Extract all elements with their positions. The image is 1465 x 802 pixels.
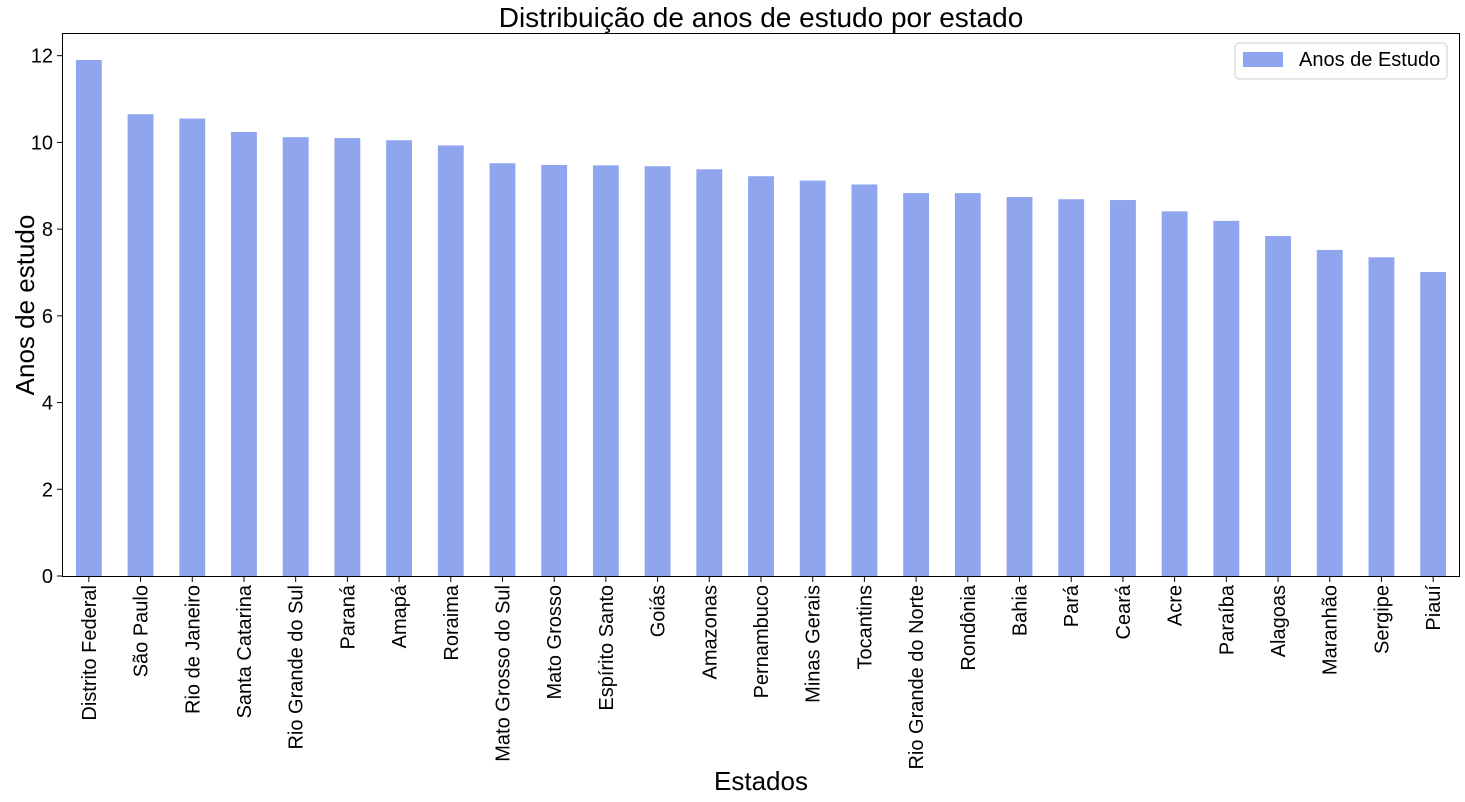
x-tick-label: Paraíba xyxy=(1216,584,1238,655)
x-tick-label: Rio de Janeiro xyxy=(182,585,204,714)
x-tick-label: Roraima xyxy=(441,584,463,660)
y-axis-title: Anos de estudo xyxy=(10,215,40,396)
x-tick-label: Pará xyxy=(1061,584,1083,627)
bar xyxy=(1058,199,1085,576)
bar xyxy=(75,60,102,577)
y-tick-label: 12 xyxy=(31,46,53,68)
x-tick-label: Piauí xyxy=(1423,585,1445,631)
bar xyxy=(541,164,568,576)
bar xyxy=(799,180,826,576)
bar xyxy=(1265,236,1291,576)
bar xyxy=(954,193,981,576)
y-tick-label: 6 xyxy=(42,306,53,328)
x-tick-label: Goiás xyxy=(648,585,670,637)
y-tick-label: 4 xyxy=(42,393,53,415)
x-tick-label: Sergipe xyxy=(1371,585,1393,654)
bar xyxy=(489,163,516,576)
bar xyxy=(1316,249,1343,576)
bar xyxy=(1110,200,1136,577)
chart-title: Distribuição de anos de estudo por estad… xyxy=(499,2,1024,33)
x-tick-label: Distrito Federal xyxy=(79,585,101,721)
bar xyxy=(127,114,154,576)
x-tick-label: Paraná xyxy=(337,584,359,649)
x-tick-label: Alagoas xyxy=(1268,585,1290,657)
bar xyxy=(903,193,930,576)
y-tick-label: 2 xyxy=(42,479,53,501)
x-tick-label: Rio Grande do Sul xyxy=(286,585,308,750)
y-tick-label: 0 xyxy=(42,566,53,588)
x-tick-label: Pernambuco xyxy=(751,585,773,698)
bar xyxy=(851,184,878,576)
x-tick-label: Amazonas xyxy=(699,585,721,680)
x-tick-label: Espírito Santo xyxy=(596,585,618,711)
legend: Anos de Estudo xyxy=(1234,42,1448,80)
bar xyxy=(334,138,361,576)
bar xyxy=(282,137,309,577)
y-tick-label: 10 xyxy=(31,132,53,154)
x-tick-label: Mato Grosso xyxy=(544,585,566,699)
y-tick-label: 8 xyxy=(42,219,53,241)
x-tick-label: Rondônia xyxy=(958,584,980,671)
bar xyxy=(592,165,619,576)
bar xyxy=(696,169,723,576)
x-axis-title: Estados xyxy=(714,766,808,796)
x-tick-label: Bahia xyxy=(1010,584,1032,636)
bar xyxy=(437,145,464,577)
x-tick-label: São Paulo xyxy=(131,585,153,677)
y-axis: 0 2 4 6 8 10 12 xyxy=(31,46,63,588)
bar xyxy=(1368,257,1395,576)
bar xyxy=(231,131,257,577)
bar xyxy=(644,166,671,577)
x-tick-label: Amapá xyxy=(389,584,411,648)
bar xyxy=(386,140,412,576)
x-tick-label: Rio Grande do Norte xyxy=(906,585,928,770)
x-tick-label: Acre xyxy=(1165,585,1187,626)
x-axis: Distrito Federal São Paulo Rio de Janeiro S… xyxy=(79,576,1445,770)
bars-group xyxy=(75,60,1447,577)
bar xyxy=(179,118,206,576)
bar xyxy=(1006,197,1033,576)
legend-box xyxy=(1234,42,1448,80)
x-tick-label: Maranhão xyxy=(1320,585,1342,675)
x-tick-label: Minas Gerais xyxy=(803,585,825,703)
plot-frame xyxy=(62,33,1460,577)
bar xyxy=(1420,272,1447,576)
x-tick-label: Tocantins xyxy=(854,585,876,670)
bar xyxy=(1161,211,1188,576)
legend-label: Anos de Estudo xyxy=(1299,49,1440,71)
x-tick-label: Santa Catarina xyxy=(234,584,256,718)
legend-swatch xyxy=(1243,52,1283,67)
x-tick-label: Mato Grosso do Sul xyxy=(492,585,514,762)
bar xyxy=(1213,220,1240,577)
x-tick-label: Ceará xyxy=(1113,584,1135,639)
bar xyxy=(748,176,774,576)
